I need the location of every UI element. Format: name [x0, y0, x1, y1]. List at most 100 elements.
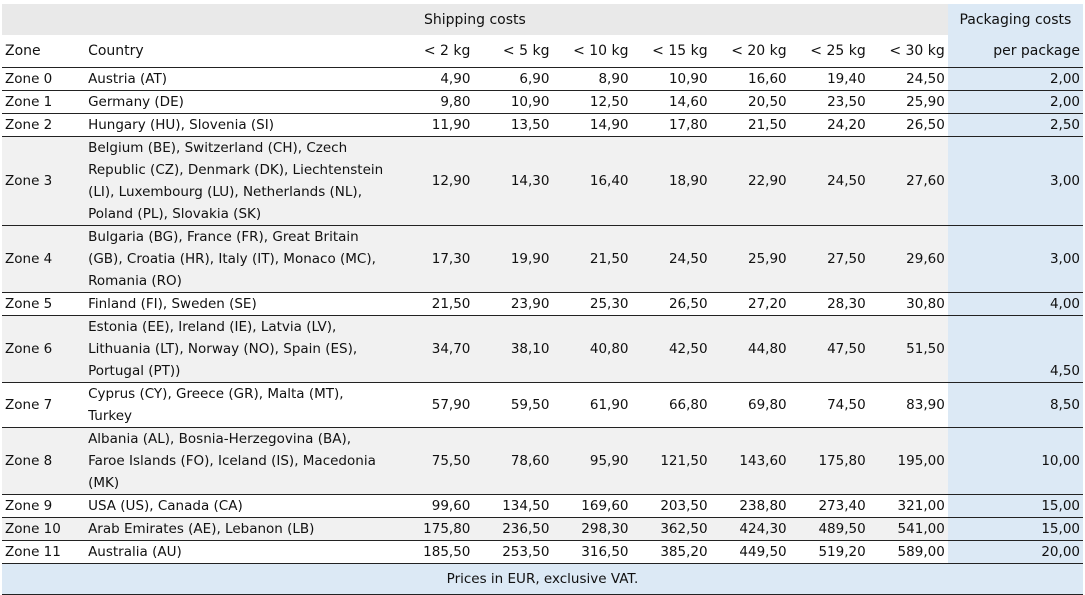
zone-cell: Zone 0: [2, 67, 83, 91]
price-cell: 47,50: [789, 315, 869, 383]
footer-row: Prices in EUR, exclusive VAT.: [2, 563, 1083, 595]
packaging-cost-cell: 2,00: [947, 67, 1083, 91]
price-cell: 385,20: [631, 540, 711, 564]
zone-cell: Zone 7: [2, 382, 83, 428]
price-cell: 10,90: [473, 90, 553, 114]
packaging-cost-cell: 10,00: [947, 427, 1083, 495]
country-cell: Cyprus (CY), Greece (GR), Malta (MT), Tu…: [82, 382, 395, 428]
table-row: Zone 11 Australia (AU) 185,50 253,50 316,50 3…: [2, 540, 1083, 564]
zone-cell: Zone 3: [2, 136, 83, 226]
table-row: Zone 2 Hungary (HU), Slovenia (SI) 11,90 13…: [2, 113, 1083, 137]
price-cell: 362,50: [631, 517, 711, 541]
country-cell: USA (US), Canada (CA): [82, 494, 395, 518]
price-cell: 298,30: [552, 517, 632, 541]
price-cell: 541,00: [868, 517, 948, 541]
per-package-header: per package: [947, 35, 1083, 68]
packaging-costs-heading: Packaging costs: [947, 4, 1083, 35]
price-cell: 238,80: [710, 494, 790, 518]
price-cell: 14,90: [552, 113, 632, 137]
country-cell: Australia (AU): [82, 540, 395, 564]
price-cell: 16,60: [710, 67, 790, 91]
price-cell: 17,80: [631, 113, 711, 137]
price-cell: 195,00: [868, 427, 948, 495]
price-cell: 42,50: [631, 315, 711, 383]
price-cell: 24,50: [631, 225, 711, 293]
price-cell: 99,60: [394, 494, 474, 518]
zone-cell: Zone 9: [2, 494, 83, 518]
zone-cell: Zone 11: [2, 540, 83, 564]
zone-cell: Zone 6: [2, 315, 83, 383]
country-cell: Finland (FI), Sweden (SE): [82, 292, 395, 316]
price-cell: 27,50: [789, 225, 869, 293]
packaging-cost-cell: 3,00: [947, 225, 1083, 293]
price-cell: 19,40: [789, 67, 869, 91]
shipping-costs-heading: Shipping costs: [2, 4, 948, 35]
price-cell: 236,50: [473, 517, 553, 541]
price-cell: 121,50: [631, 427, 711, 495]
country-cell: Estonia (EE), Ireland (IE), Latvia (LV),…: [82, 315, 395, 383]
packaging-cost-cell: 20,00: [947, 540, 1083, 564]
price-cell: 18,90: [631, 136, 711, 226]
price-cell: 22,90: [710, 136, 790, 226]
table-row: Zone 5 Finland (FI), Sweden (SE) 21,50 23,9…: [2, 292, 1083, 316]
price-cell: 61,90: [552, 382, 632, 428]
packaging-cost-cell: 3,00: [947, 136, 1083, 226]
price-cell: 449,50: [710, 540, 790, 564]
price-cell: 16,40: [552, 136, 632, 226]
table-row: Zone 4 Bulgaria (BG), France (FR), Great …: [2, 225, 1083, 293]
country-cell: Arab Emirates (AE), Lebanon (LB): [82, 517, 395, 541]
price-cell: 40,80: [552, 315, 632, 383]
price-cell: 8,90: [552, 67, 632, 91]
shipping-cost-table: Shipping costs Packaging costs Zone Coun…: [2, 4, 1083, 595]
price-cell: 83,90: [868, 382, 948, 428]
price-cell: 13,50: [473, 113, 553, 137]
price-cell: 24,50: [868, 67, 948, 91]
price-cell: 17,30: [394, 225, 474, 293]
zone-column-header: Zone: [2, 35, 83, 68]
zone-cell: Zone 1: [2, 90, 83, 114]
price-cell: 9,80: [394, 90, 474, 114]
table-row: Zone 7 Cyprus (CY), Greece (GR), Malta (M…: [2, 382, 1083, 428]
price-cell: 4,90: [394, 67, 474, 91]
price-cell: 19,90: [473, 225, 553, 293]
weight-header-15kg: < 15 kg: [631, 35, 711, 68]
price-cell: 143,60: [710, 427, 790, 495]
price-cell: 203,50: [631, 494, 711, 518]
price-cell: 26,50: [868, 113, 948, 137]
price-cell: 38,10: [473, 315, 553, 383]
price-cell: 273,40: [789, 494, 869, 518]
packaging-cost-cell: 15,00: [947, 494, 1083, 518]
price-cell: 10,90: [631, 67, 711, 91]
price-cell: 69,80: [710, 382, 790, 428]
price-cell: 14,60: [631, 90, 711, 114]
table-row: Zone 8 Albania (AL), Bosnia-Herzegovina (…: [2, 427, 1083, 495]
price-cell: 24,20: [789, 113, 869, 137]
country-cell: Hungary (HU), Slovenia (SI): [82, 113, 395, 137]
country-cell: Bulgaria (BG), France (FR), Great Britai…: [82, 225, 395, 293]
price-cell: 24,50: [789, 136, 869, 226]
price-cell: 185,50: [394, 540, 474, 564]
price-cell: 44,80: [710, 315, 790, 383]
price-cell: 169,60: [552, 494, 632, 518]
country-cell: Germany (DE): [82, 90, 395, 114]
price-cell: 25,90: [868, 90, 948, 114]
price-cell: 134,50: [473, 494, 553, 518]
price-cell: 75,50: [394, 427, 474, 495]
price-cell: 6,90: [473, 67, 553, 91]
zone-cell: Zone 8: [2, 427, 83, 495]
price-cell: 424,30: [710, 517, 790, 541]
price-cell: 23,50: [789, 90, 869, 114]
price-cell: 321,00: [868, 494, 948, 518]
price-cell: 21,50: [710, 113, 790, 137]
price-cell: 95,90: [552, 427, 632, 495]
weight-header-20kg: < 20 kg: [710, 35, 790, 68]
zone-cell: Zone 5: [2, 292, 83, 316]
weight-header-2kg: < 2 kg: [394, 35, 474, 68]
table-row: Zone 6 Estonia (EE), Ireland (IE), Latvia…: [2, 315, 1083, 383]
country-cell: Belgium (BE), Switzerland (CH), Czech Re…: [82, 136, 395, 226]
column-header-row: Zone Country < 2 kg < 5 kg < 10 kg < 15 …: [2, 35, 1083, 68]
price-cell: 21,50: [394, 292, 474, 316]
zone-cell: Zone 4: [2, 225, 83, 293]
price-cell: 57,90: [394, 382, 474, 428]
price-cell: 175,80: [394, 517, 474, 541]
